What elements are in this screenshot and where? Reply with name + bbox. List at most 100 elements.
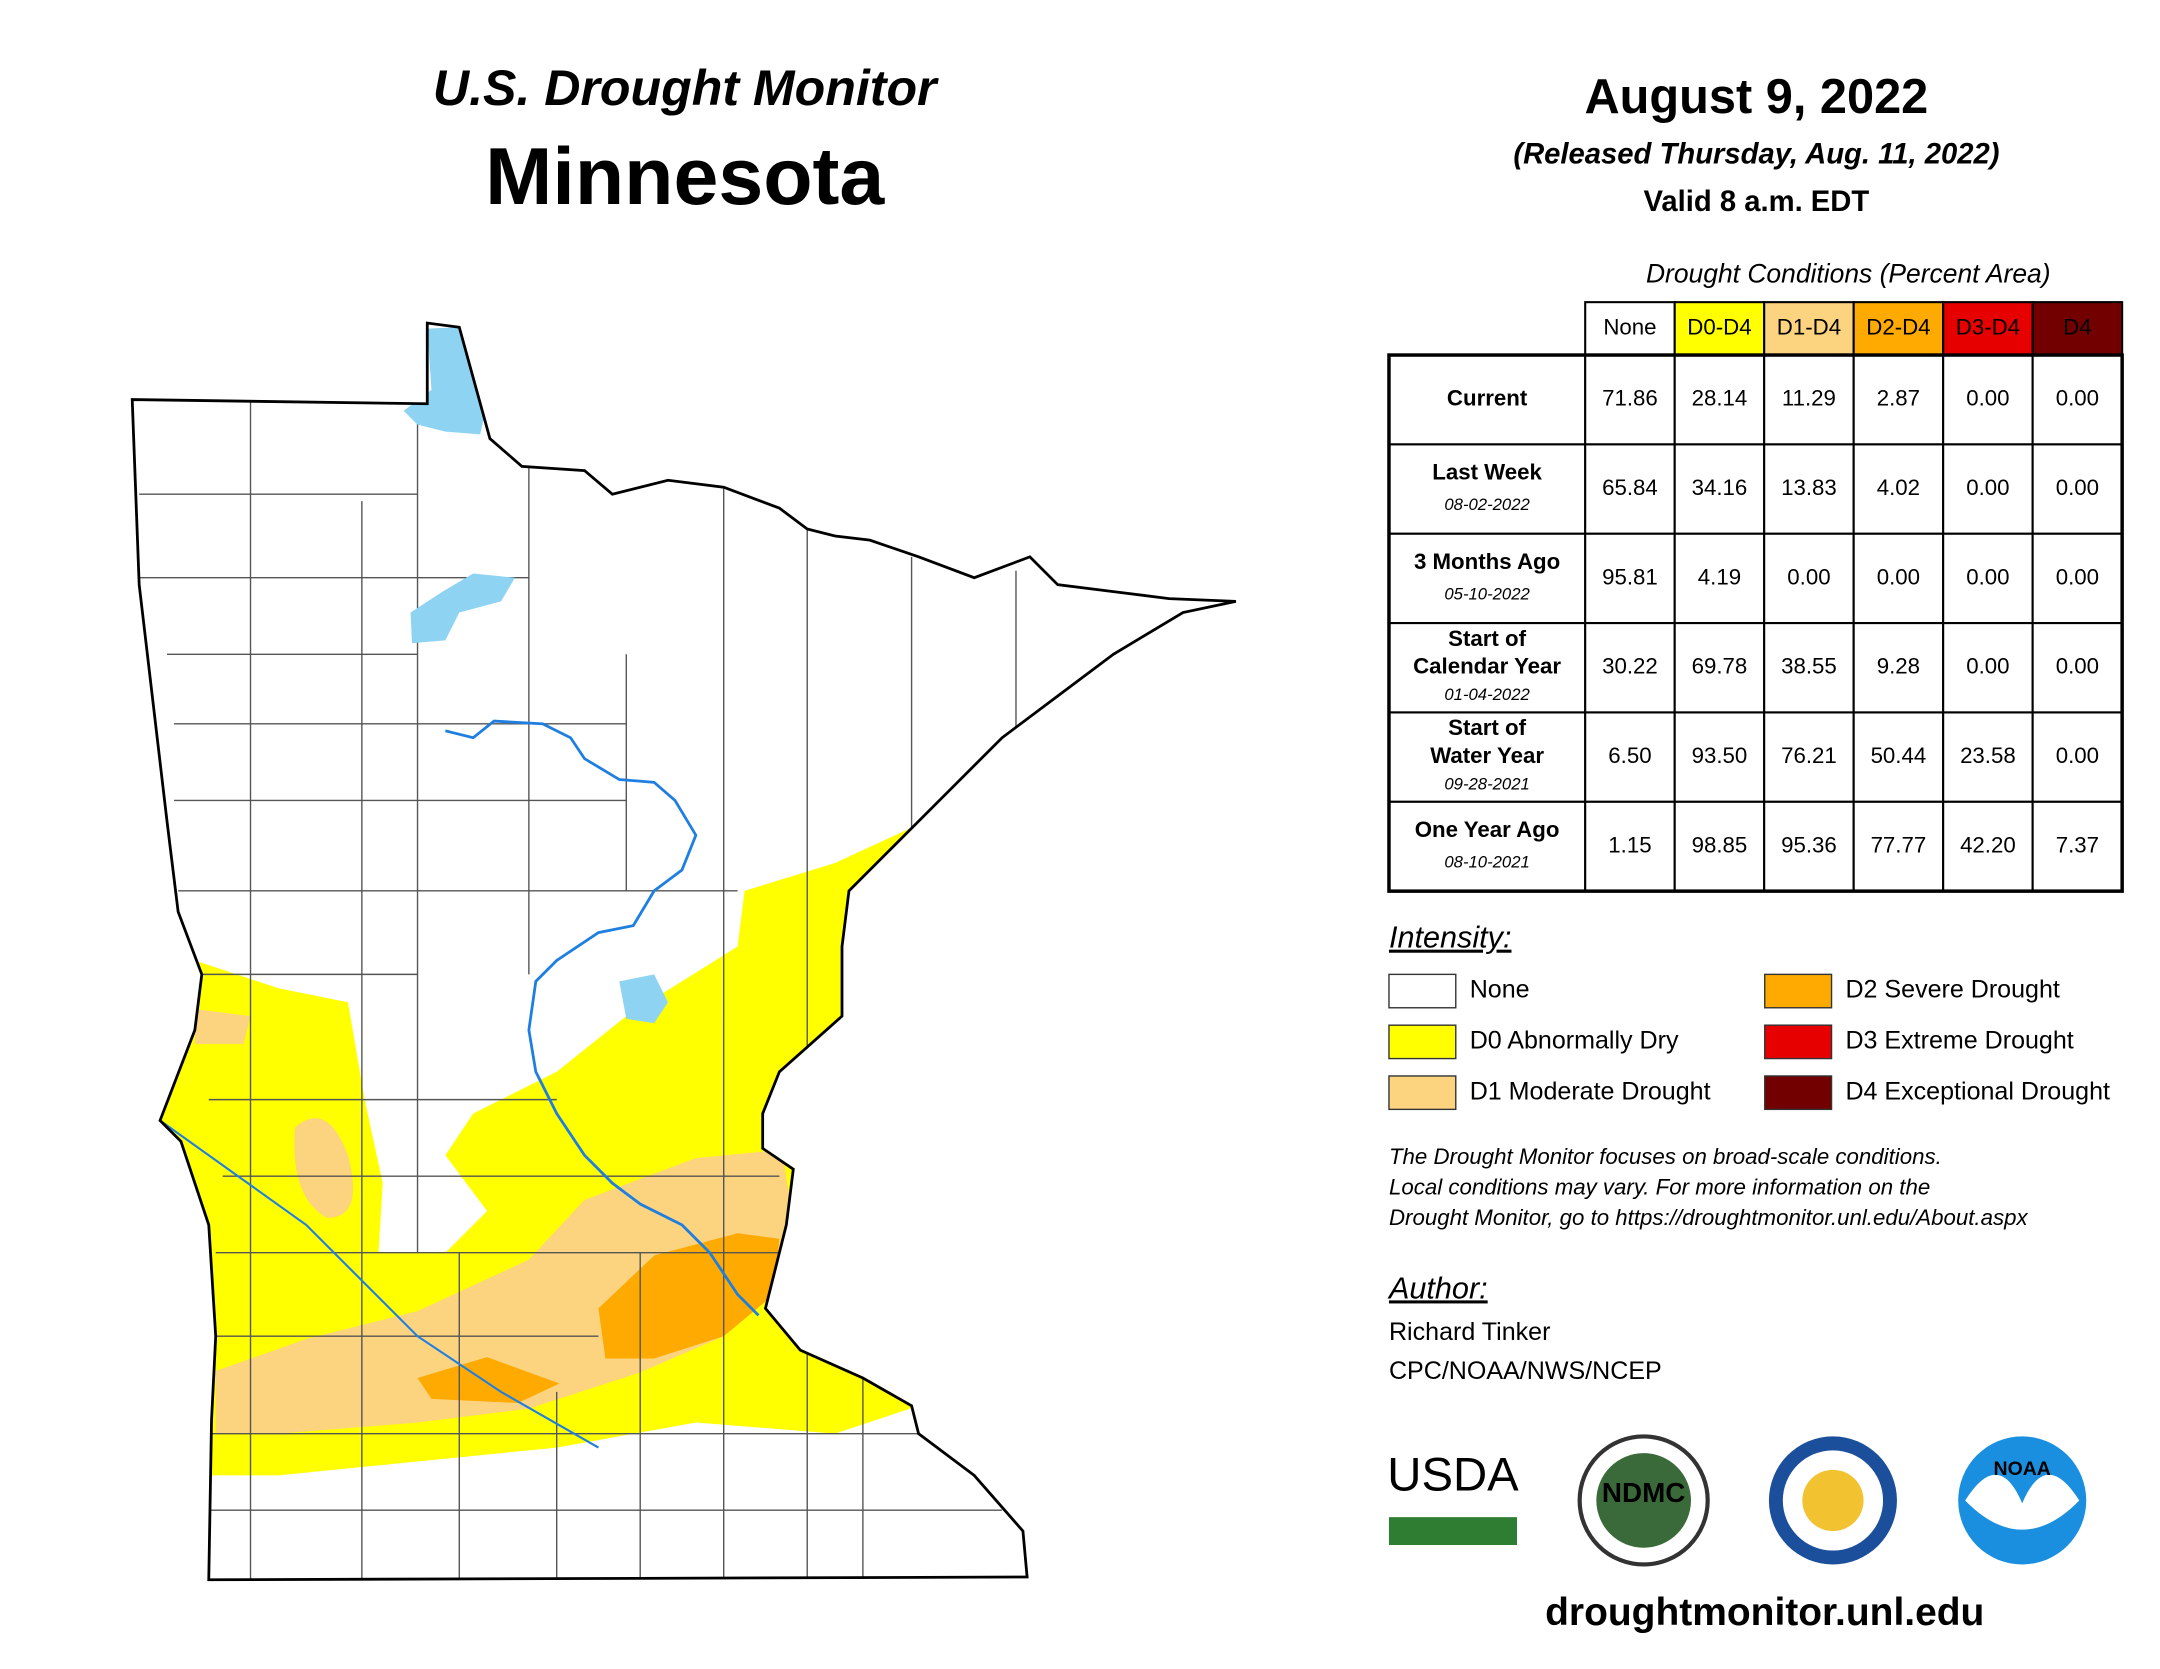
value-cell	[1942, 622, 2034, 714]
d1-area	[215, 1149, 794, 1434]
row-label: 3 Months Ago	[1414, 549, 1560, 574]
value-cell	[1852, 443, 1945, 535]
d1-area	[194, 1009, 251, 1044]
table-value: 9.28	[1877, 654, 1920, 679]
table-value: 0.00	[2056, 564, 2099, 589]
row-label: Calendar Year	[1413, 654, 1561, 679]
value-cell	[2031, 711, 2124, 803]
table-value: 1.15	[1608, 832, 1651, 857]
table-value: 13.83	[1781, 475, 1837, 500]
table-value: 0.00	[1877, 564, 1920, 589]
state-outline	[130, 321, 1237, 1582]
row-label-cell	[1387, 532, 1587, 625]
state: Minnesota	[485, 132, 885, 222]
row-date: 05-10-2022	[1444, 585, 1530, 604]
table-value: 93.50	[1692, 743, 1748, 768]
table-value: 0.00	[1966, 475, 2009, 500]
table-value: 76.21	[1781, 743, 1837, 768]
row-date: 01-04-2022	[1444, 685, 1530, 704]
table-value: 7.37	[2056, 832, 2099, 857]
legend-swatch	[1764, 1075, 1833, 1111]
row-label: Last Week	[1432, 460, 1542, 485]
lake	[410, 573, 515, 644]
released: (Released Thursday, Aug. 11, 2022)	[1513, 139, 1999, 171]
header-cell	[2031, 301, 2124, 357]
legend-swatch	[1764, 973, 1833, 1009]
author-org: CPC/NOAA/NWS/NCEP	[1389, 1357, 1662, 1385]
map	[132, 323, 1236, 1580]
value-cell	[1942, 443, 2034, 535]
table-value: 30.22	[1602, 654, 1658, 679]
table-value: 69.78	[1692, 654, 1748, 679]
usda-band	[1388, 1517, 1518, 1545]
legend-label: D4 Exceptional Drought	[1845, 1077, 2110, 1105]
value-cell	[1673, 532, 1766, 625]
date: August 9, 2022	[1585, 70, 1929, 124]
title: U.S. Drought Monitor	[433, 60, 939, 116]
table-value: 11.29	[1782, 386, 1836, 411]
column-header: D4	[2063, 314, 2091, 339]
d2-area	[417, 1357, 560, 1404]
table-value: 71.86	[1602, 386, 1658, 411]
value-cell	[2031, 622, 2124, 714]
river	[445, 719, 760, 1317]
row-date: 09-28-2021	[1444, 774, 1529, 793]
table-border	[1387, 353, 2124, 893]
d1-area	[294, 1118, 354, 1218]
column-header: D2-D4	[1866, 314, 1930, 339]
legend-swatch	[1388, 973, 1457, 1009]
row-label: Start of	[1448, 626, 1526, 651]
table-value: 0.00	[1966, 386, 2009, 411]
legend-swatch	[1764, 1024, 1833, 1060]
ndmc-logo-inner	[1596, 1453, 1691, 1548]
value-cell	[1673, 711, 1766, 803]
row-label-cell	[1387, 800, 1587, 893]
row-label: Water Year	[1430, 743, 1544, 768]
d2-area	[598, 1233, 780, 1359]
table-value: 0.00	[2056, 475, 2099, 500]
table-value: 42.20	[1960, 832, 2016, 857]
legend-swatch	[1388, 1075, 1457, 1111]
value-cell	[1942, 800, 2034, 893]
table-value: 4.19	[1698, 564, 1741, 589]
value-cell	[2031, 353, 2124, 446]
row-label-cell	[1387, 622, 1587, 714]
table-value: 23.58	[1960, 743, 2016, 768]
table-value: 65.84	[1602, 475, 1658, 500]
value-cell	[1852, 711, 1945, 803]
value-cell	[2031, 800, 2124, 893]
url: droughtmonitor.unl.edu	[1545, 1591, 1984, 1634]
column-header: D0-D4	[1687, 314, 1751, 339]
value-cell	[1584, 443, 1676, 535]
table-value: 0.00	[2056, 743, 2099, 768]
value-cell	[1763, 800, 1855, 893]
value-cell	[1852, 532, 1945, 625]
legend-label: D3 Extreme Drought	[1845, 1026, 2073, 1054]
legend-label: D1 Moderate Drought	[1470, 1077, 1711, 1105]
author-title: Author:	[1387, 1271, 1488, 1305]
table-value: 0.00	[2056, 386, 2099, 411]
legend-swatch	[1388, 1024, 1457, 1060]
row-label-cell	[1387, 443, 1587, 535]
column-header: None	[1603, 314, 1656, 339]
row-label: Current	[1447, 386, 1528, 411]
table-caption: Drought Conditions (Percent Area)	[1646, 259, 2051, 289]
table-value: 28.14	[1692, 386, 1748, 411]
row-date: 08-02-2022	[1444, 495, 1530, 514]
legend-label: D2 Severe Drought	[1845, 976, 2059, 1004]
legend-label: None	[1470, 976, 1530, 1004]
noaa-logo	[1958, 1436, 2087, 1565]
header-cell	[1763, 301, 1855, 357]
value-cell	[1584, 532, 1676, 625]
table-value: 34.16	[1692, 475, 1748, 500]
noaa-logo-bird	[1965, 1474, 2080, 1530]
logo-text: NOAA	[1994, 1458, 2051, 1480]
table-value: 95.81	[1602, 564, 1658, 589]
table-value: 6.50	[1608, 743, 1651, 768]
value-cell	[1763, 532, 1855, 625]
table-value: 98.85	[1692, 832, 1748, 857]
note-line: Drought Monitor, go to https://droughtmo…	[1389, 1205, 2029, 1230]
lake	[619, 974, 669, 1024]
legend-label: D0 Abnormally Dry	[1470, 1026, 1679, 1054]
